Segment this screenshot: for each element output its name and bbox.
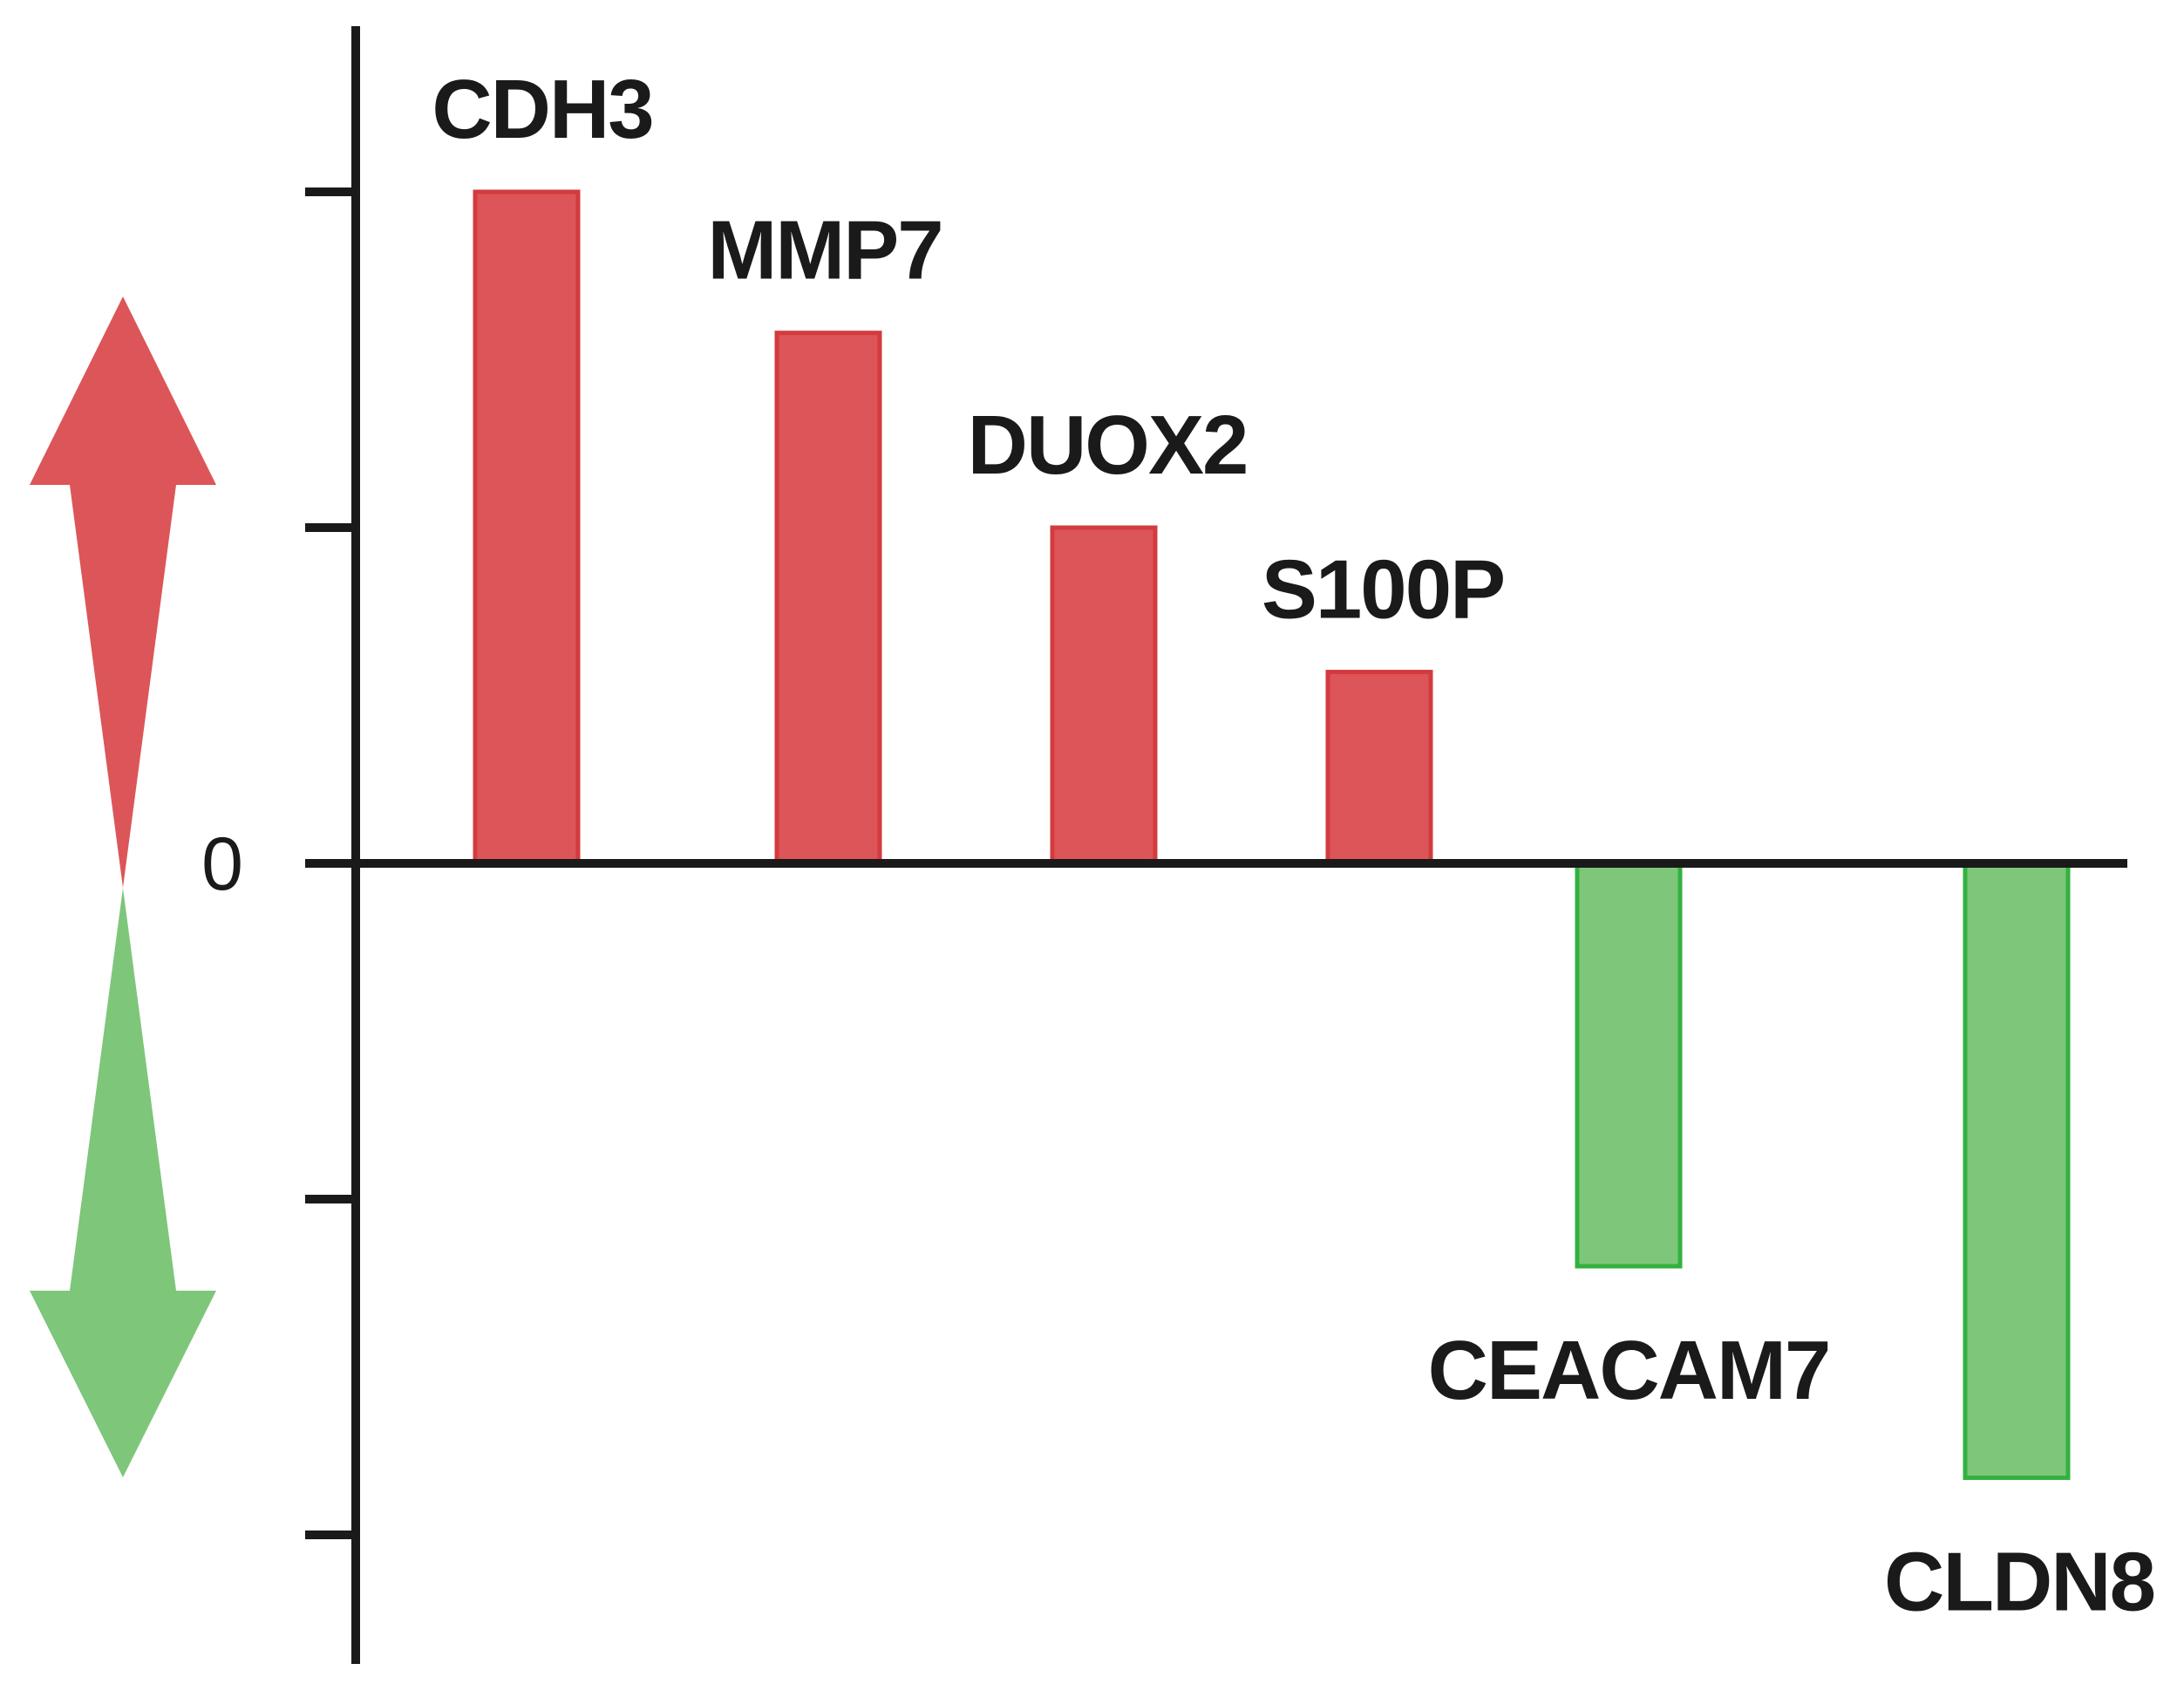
bar-mmp7 <box>774 331 882 866</box>
direction-arrows <box>30 297 216 1477</box>
bar-series <box>473 189 2071 1481</box>
bar-cldn8 <box>1963 861 2071 1481</box>
zero-tick-label: 0 <box>201 822 243 906</box>
bar-label-s100p: S100P <box>1262 543 1504 637</box>
bar-label-cdh3: CDH3 <box>432 63 652 156</box>
bar-duox2 <box>1050 525 1158 866</box>
bar-cdh3 <box>473 189 581 866</box>
bar-label-duox2: DUOX2 <box>968 399 1248 492</box>
down-arrow-icon <box>30 888 216 1477</box>
bar-s100p <box>1325 670 1433 866</box>
bar-label-cldn8: CLDN8 <box>1884 1536 2154 1629</box>
up-arrow-icon <box>30 297 216 888</box>
bar-label-mmp7: MMP7 <box>707 204 942 297</box>
bar-label-ceacam7: CEACAM7 <box>1428 1324 1830 1417</box>
bar-ceacam7 <box>1575 861 1683 1269</box>
axes: 0 <box>201 26 2127 1664</box>
